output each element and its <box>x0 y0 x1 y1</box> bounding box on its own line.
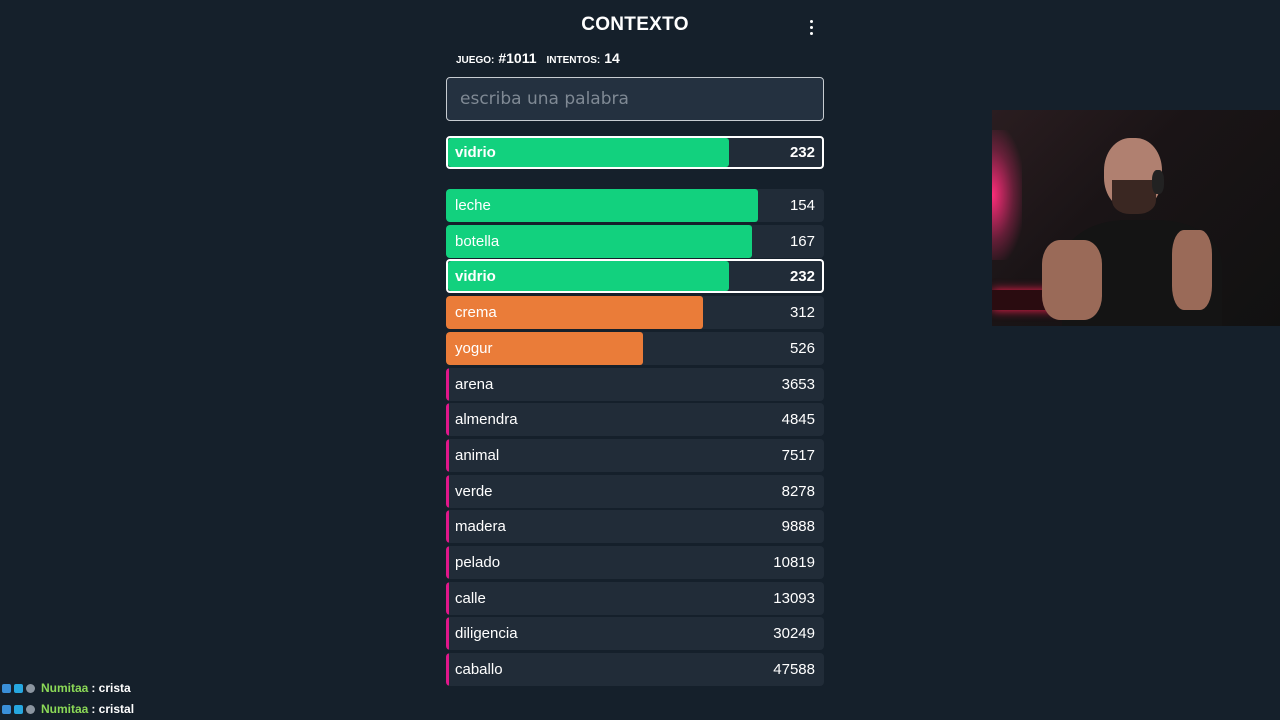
guess-word: verde <box>455 483 493 500</box>
chat-message: : crista <box>91 681 131 695</box>
guess-word: crema <box>455 304 497 321</box>
guess-row: arena 3653 <box>446 368 824 401</box>
guess-rank: 154 <box>789 197 815 214</box>
guess-row: diligencia 30249 <box>446 617 824 650</box>
last-guess-word: vidrio <box>455 144 496 161</box>
guess-word: madera <box>455 518 506 535</box>
guess-row: leche 154 <box>446 189 824 222</box>
guess-row: caballo 47588 <box>446 653 824 686</box>
guess-rank: 232 <box>789 267 815 285</box>
chat-badge-icon <box>2 704 11 714</box>
guess-word: diligencia <box>455 625 518 642</box>
last-guess-bar <box>448 138 729 167</box>
guess-bar <box>448 261 729 291</box>
chat-badge-icon <box>14 704 23 714</box>
guess-bar <box>446 439 449 472</box>
guess-word: arena <box>455 376 494 393</box>
more-options-icon[interactable] <box>804 16 818 38</box>
guess-row: crema 312 <box>446 296 824 329</box>
chat-badge-icon <box>26 683 35 693</box>
guess-word: caballo <box>455 661 503 678</box>
guess-bar <box>446 475 449 508</box>
guess-row: pelado 10819 <box>446 546 824 579</box>
guess-rank: 167 <box>789 233 815 250</box>
game-label: JUEGO: <box>456 55 495 66</box>
guess-word: animal <box>455 447 500 464</box>
guess-rank: 47588 <box>773 661 815 678</box>
chat-username: Numitaa <box>41 681 89 695</box>
guess-row: yogur 526 <box>446 332 824 365</box>
guess-bar <box>446 225 753 258</box>
guess-rank: 13093 <box>773 590 815 607</box>
guess-rank: 30249 <box>773 625 815 642</box>
guess-rank: 7517 <box>781 447 815 464</box>
guess-bar <box>446 546 449 579</box>
guess-bar <box>446 332 643 365</box>
guess-word: almendra <box>455 411 518 428</box>
chat-badge-icon <box>14 683 23 693</box>
guess-rank: 312 <box>789 304 815 321</box>
contexto-app: CONTEXTO JUEGO: #1011 INTENTOS: 14 vidri… <box>446 0 824 720</box>
game-number: #1011 <box>498 50 537 66</box>
chat-badge-icon <box>26 704 35 714</box>
guess-word: leche <box>455 197 491 214</box>
guess-bar <box>446 189 758 222</box>
game-stats: JUEGO: #1011 INTENTOS: 14 <box>456 50 626 66</box>
guess-bar <box>446 403 449 436</box>
guess-rank: 4845 <box>781 411 815 428</box>
chat-message: : cristal <box>91 702 135 716</box>
guess-row: madera 9888 <box>446 510 824 543</box>
guess-row: vidrio 232 <box>446 259 824 293</box>
guess-row: verde 8278 <box>446 475 824 508</box>
guess-row: almendra 4845 <box>446 403 824 436</box>
chat-username: Numitaa <box>41 702 89 716</box>
chat-line: Numitaa: cristal <box>2 702 134 716</box>
guess-word: botella <box>455 233 500 250</box>
word-input[interactable] <box>446 77 824 121</box>
guess-word: pelado <box>455 554 501 571</box>
guess-bar <box>446 653 449 686</box>
guess-rank: 9888 <box>781 518 815 535</box>
last-guess-rank: 232 <box>789 144 815 161</box>
webcam-overlay <box>992 110 1280 326</box>
guess-word: vidrio <box>455 267 496 285</box>
last-guess-row: vidrio 232 <box>446 136 824 169</box>
tries-label: INTENTOS: <box>546 55 601 66</box>
guess-row: botella 167 <box>446 225 824 258</box>
guess-row: calle 13093 <box>446 582 824 615</box>
guess-bar <box>446 510 449 543</box>
tries-count: 14 <box>604 50 620 66</box>
guess-bar <box>446 582 449 615</box>
guess-rank: 10819 <box>773 554 815 571</box>
guess-rank: 3653 <box>781 376 815 393</box>
guess-word: calle <box>455 590 486 607</box>
chat-badge-icon <box>2 683 11 693</box>
chat-line: Numitaa: crista <box>2 681 131 695</box>
guess-bar <box>446 368 449 401</box>
guess-word: yogur <box>455 340 493 357</box>
page-title: CONTEXTO <box>581 14 689 35</box>
guess-bar <box>446 296 704 329</box>
guess-bar <box>446 617 449 650</box>
guess-rank: 8278 <box>781 483 815 500</box>
guess-rank: 526 <box>789 340 815 357</box>
guess-row: animal 7517 <box>446 439 824 472</box>
